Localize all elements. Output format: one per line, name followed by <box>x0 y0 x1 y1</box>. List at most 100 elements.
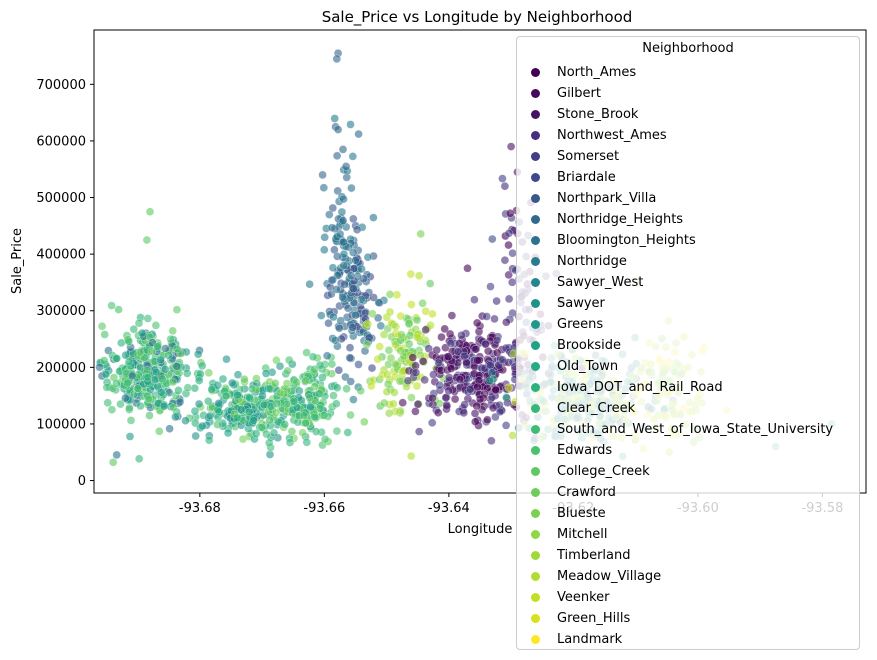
legend-marker <box>531 215 540 224</box>
scatter-point <box>319 183 329 192</box>
scatter-point <box>463 264 472 273</box>
scatter-point <box>123 378 132 388</box>
scatter-point <box>169 403 178 412</box>
scatter-point <box>261 369 271 378</box>
legend-item: Blueste <box>531 503 606 524</box>
legend-item: Sawyer_West <box>531 272 643 293</box>
scatter-point <box>472 318 482 328</box>
legend-label: Somerset <box>557 149 620 164</box>
legend-item: Gilbert <box>531 83 601 104</box>
scatter-point <box>386 353 396 363</box>
scatter-point <box>251 429 261 438</box>
scatter-point <box>116 399 125 409</box>
scatter-point <box>437 332 446 342</box>
scatter-point <box>193 349 203 359</box>
scatter-point <box>171 412 180 422</box>
scatter-point <box>282 379 292 388</box>
scatter-point <box>418 357 428 366</box>
scatter-point <box>360 417 369 427</box>
y-tick-label: 700000 <box>36 78 86 93</box>
scatter-point <box>471 345 480 354</box>
scatter-point <box>137 328 147 338</box>
scatter-point <box>373 354 382 364</box>
scatter-point <box>429 370 438 379</box>
scatter-point <box>223 428 233 438</box>
scatter-point <box>151 367 161 377</box>
legend-item: Meadow_Village <box>531 566 661 587</box>
scatter-point <box>107 301 116 310</box>
scatter-point <box>411 368 421 377</box>
legend-label: Crawford <box>557 485 616 500</box>
scatter-point <box>97 321 107 331</box>
scatter-point <box>421 325 430 335</box>
legend-item: Landmark <box>531 629 622 650</box>
legend-item: Edwards <box>531 440 612 461</box>
legend-marker <box>531 383 540 392</box>
scatter-point <box>385 290 395 299</box>
y-tick-label: 400000 <box>36 248 86 263</box>
x-axis-label: Longitude <box>448 522 513 537</box>
scatter-point <box>339 261 348 270</box>
scatter-point <box>455 375 465 384</box>
scatter-point <box>136 401 145 411</box>
scatter-point <box>470 409 480 418</box>
scatter-point <box>363 252 373 262</box>
legend-item: Iowa_DOT_and_Rail_Road <box>531 377 723 398</box>
scatter-point <box>100 330 109 339</box>
scatter-point <box>404 339 414 349</box>
legend-item: Sawyer <box>531 293 605 314</box>
scatter-point <box>112 450 121 460</box>
scatter-point <box>349 395 358 404</box>
scatter-point <box>147 347 157 356</box>
scatter-point <box>315 404 325 413</box>
scatter-point <box>357 295 366 304</box>
scatter-point <box>390 388 399 397</box>
scatter-point <box>445 329 455 339</box>
scatter-point <box>245 393 254 402</box>
scatter-point <box>501 421 511 430</box>
scatter-point <box>328 203 338 213</box>
scatter-point <box>213 420 222 429</box>
scatter-point <box>486 360 495 370</box>
scatter-point <box>227 378 237 388</box>
scatter-point <box>247 384 257 394</box>
scatter-point <box>205 411 215 421</box>
scatter-point <box>153 342 162 351</box>
scatter-point <box>411 407 420 416</box>
legend-item: Veenker <box>531 587 610 608</box>
scatter-point <box>338 216 348 225</box>
scatter-point <box>257 423 267 432</box>
scatter-point <box>308 352 318 362</box>
scatter-point <box>502 317 511 327</box>
scatter-point <box>301 376 310 385</box>
legend-marker <box>531 446 540 455</box>
scatter-point <box>264 438 274 448</box>
legend-marker <box>531 614 540 623</box>
scatter-point <box>383 379 393 389</box>
scatter-point <box>174 386 183 395</box>
scatter-point <box>453 347 463 357</box>
scatter-point <box>492 335 502 345</box>
legend-label: Sawyer <box>557 296 605 311</box>
scatter-point <box>495 407 505 417</box>
scatter-point <box>385 307 395 317</box>
legend-item: Northridge_Heights <box>531 209 683 230</box>
scatter-point <box>320 245 329 255</box>
scatter-point <box>327 223 337 232</box>
scatter-point <box>249 416 258 425</box>
legend-label: Brookside <box>557 338 622 353</box>
scatter-point <box>498 174 507 183</box>
scatter-point <box>124 357 134 367</box>
scatter-point <box>292 377 301 387</box>
x-tick-label: -93.66 <box>303 501 345 516</box>
scatter-point <box>283 366 292 376</box>
scatter-point <box>236 405 246 414</box>
y-tick-label: 500000 <box>36 191 86 206</box>
legend-marker <box>531 488 540 497</box>
scatter-point <box>412 381 422 391</box>
scatter-point <box>455 339 464 348</box>
scatter-point <box>337 207 347 217</box>
scatter-point <box>354 129 363 139</box>
scatter-point <box>428 393 437 403</box>
